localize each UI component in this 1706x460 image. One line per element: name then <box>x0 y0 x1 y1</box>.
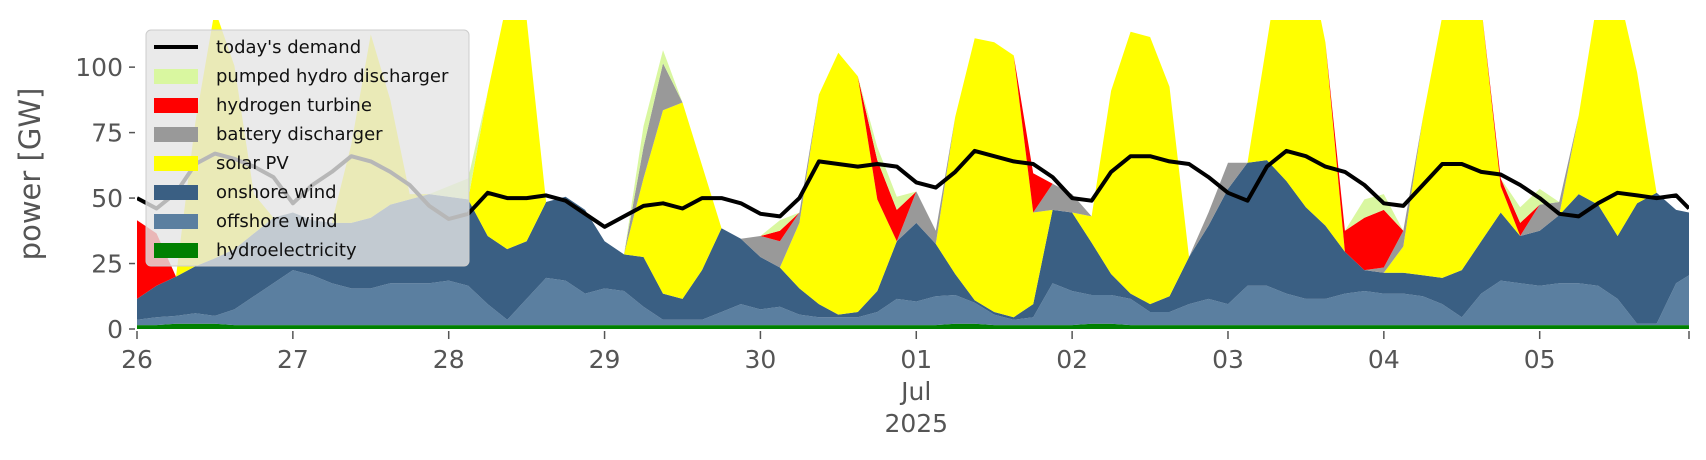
legend-label-offshore-wind: offshore wind <box>216 211 338 232</box>
legend-swatch-battery-discharger <box>154 127 198 142</box>
y-tick-label: 0 <box>107 315 123 344</box>
stacked-area-layer <box>137 20 1689 329</box>
x-tick-label: 26 <box>121 345 153 374</box>
legend: today's demand pumped hydro discharger hyd… <box>145 29 470 267</box>
y-tick-label: 100 <box>75 53 123 82</box>
legend-label-hydrogen-turbine: hydrogen turbine <box>216 95 372 116</box>
legend-swatch-offshore-wind <box>154 214 198 229</box>
legend-label-onshore-wind: onshore wind <box>216 182 337 203</box>
legend-label-battery-discharger: battery discharger <box>216 124 383 145</box>
x-tick-label: 27 <box>277 345 309 374</box>
x-year-label: 2025 <box>884 409 948 438</box>
legend-label-hydroelectricity: hydroelectricity <box>216 240 357 261</box>
x-tick-label: 04 <box>1368 345 1400 374</box>
y-axis-title: power [GW] <box>13 88 47 261</box>
legend-swatch-pumped-hydro-discharger <box>154 69 198 84</box>
legend-swatch-onshore-wind <box>154 185 198 200</box>
area-hydroelectricity <box>137 323 1689 329</box>
y-tick-label: 50 <box>91 184 123 213</box>
x-axis: 26 27 28 29 30 01 02 03 04 05 Jul 2025 <box>121 331 1690 438</box>
legend-swatch-hydrogen-turbine <box>154 98 198 113</box>
x-tick-label: 28 <box>433 345 465 374</box>
y-axis: 0 25 50 75 100 <box>75 53 135 344</box>
x-tick-label: 02 <box>1056 345 1088 374</box>
y-tick-label: 75 <box>91 119 123 148</box>
x-month-label: Jul <box>899 377 931 406</box>
x-tick-label: 05 <box>1524 345 1556 374</box>
legend-label-pumped-hydro-discharger: pumped hydro discharger <box>216 66 449 87</box>
area-solar-pv <box>137 20 1689 318</box>
x-tick-label: 01 <box>900 345 932 374</box>
legend-label-today-s-demand: today's demand <box>216 37 361 58</box>
legend-swatch-hydroelectricity <box>154 243 198 258</box>
legend-swatch-solar-pv <box>154 156 198 171</box>
legend-label-solar-pv: solar PV <box>216 153 289 174</box>
legend-box <box>145 29 470 267</box>
area-onshore-wind <box>137 160 1689 324</box>
x-tick-label: 29 <box>589 345 621 374</box>
x-tick-label: 30 <box>745 345 777 374</box>
area-offshore-wind <box>137 270 1689 326</box>
y-tick-label: 25 <box>91 250 123 279</box>
x-tick-label: 03 <box>1212 345 1244 374</box>
